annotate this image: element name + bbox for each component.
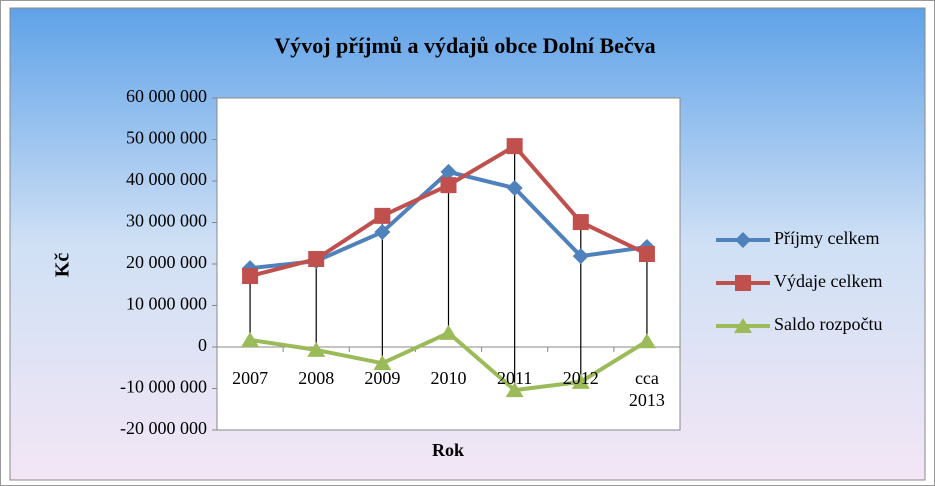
marker <box>572 248 589 265</box>
marker <box>638 246 655 263</box>
y-tick-label: -20 000 000 <box>120 418 207 438</box>
marker <box>439 324 458 340</box>
y-tick-label: 0 <box>198 335 207 355</box>
x-tick-label: 2008 <box>298 368 335 388</box>
legend-label: Příjmy celkem <box>774 228 879 248</box>
y-tick-label: 20 000 000 <box>126 252 207 272</box>
marker <box>374 207 391 224</box>
marker <box>506 180 523 197</box>
legend-label: Saldo rozpočtu <box>774 314 882 334</box>
y-tick-label: 30 000 000 <box>126 211 207 231</box>
x-axis-title: Rok <box>432 440 464 460</box>
chart-title: Vývoj příjmů a výdajů obce Dolní Bečva <box>274 33 655 58</box>
marker <box>506 138 523 155</box>
y-tick-label: 60 000 000 <box>126 86 207 106</box>
marker <box>374 224 391 241</box>
x-tick-label: 2007 <box>232 368 269 388</box>
y-tick-label: 50 000 000 <box>126 128 207 148</box>
x-tick-label: 2009 <box>364 368 401 388</box>
marker <box>242 268 259 285</box>
marker <box>735 232 751 248</box>
x-tick-label: 2010 <box>430 368 467 388</box>
marker <box>373 355 392 371</box>
marker <box>241 331 260 347</box>
marker <box>637 333 656 349</box>
x-tick-label: 2011 <box>496 368 533 388</box>
marker <box>308 251 325 268</box>
y-axis-title: Kč <box>52 253 74 278</box>
legend-label: Výdaje celkem <box>774 271 882 291</box>
y-tick-label: 40 000 000 <box>126 169 207 189</box>
marker <box>734 318 752 333</box>
y-tick-label: -10 000 000 <box>120 377 207 397</box>
marker <box>307 341 326 357</box>
marker <box>735 275 751 291</box>
x-tick-label: 2012 <box>562 368 599 388</box>
marker <box>571 373 590 389</box>
y-tick-label: 10 000 000 <box>126 294 207 314</box>
marker <box>505 382 524 398</box>
marker <box>440 177 457 194</box>
marker <box>572 214 589 231</box>
x-tick-label: cca 2013 <box>628 368 665 410</box>
marker <box>440 163 457 180</box>
